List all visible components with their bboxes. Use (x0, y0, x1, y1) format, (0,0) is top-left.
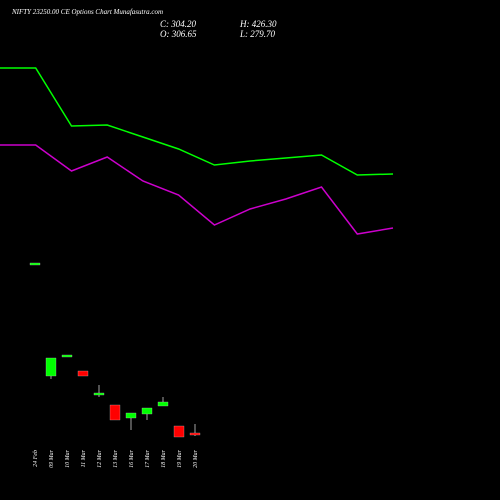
candle-body (109, 404, 121, 421)
x-tick-label: 18 Mar (161, 449, 167, 467)
candle-body (45, 357, 57, 377)
x-tick-label: 17 Mar (145, 449, 151, 467)
candle-body (93, 392, 105, 396)
candle-body (157, 401, 169, 407)
candle-body (125, 412, 137, 419)
x-tick-label: 11 Mar (81, 449, 87, 467)
info-label: H: 426.30 (239, 19, 277, 29)
x-tick-label: 09 Mar (49, 449, 55, 467)
x-tick-label: 12 Mar (97, 449, 103, 467)
info-label: O: 306.65 (160, 29, 197, 39)
chart-title: NIFTY 23250.00 CE Options Chart Munafasu… (11, 8, 163, 16)
candle-body (29, 262, 41, 266)
x-tick-label: 24 Feb (32, 450, 39, 467)
candle-body (77, 370, 89, 377)
info-label: L: 279.70 (239, 29, 276, 39)
indicator-line (0, 144, 394, 235)
candle-body (141, 407, 153, 415)
x-tick-label: 10 Mar (65, 449, 71, 467)
info-label: C: 304.20 (160, 19, 197, 29)
candle-body (189, 432, 201, 436)
x-tick-label: 16 Mar (129, 449, 135, 467)
candle-body (173, 425, 185, 438)
candle-body (61, 354, 73, 358)
indicator-line (0, 67, 394, 176)
x-tick-label: 19 Mar (177, 449, 183, 467)
x-tick-label: 20 Mar (193, 449, 199, 467)
x-tick-label: 13 Mar (113, 449, 119, 467)
